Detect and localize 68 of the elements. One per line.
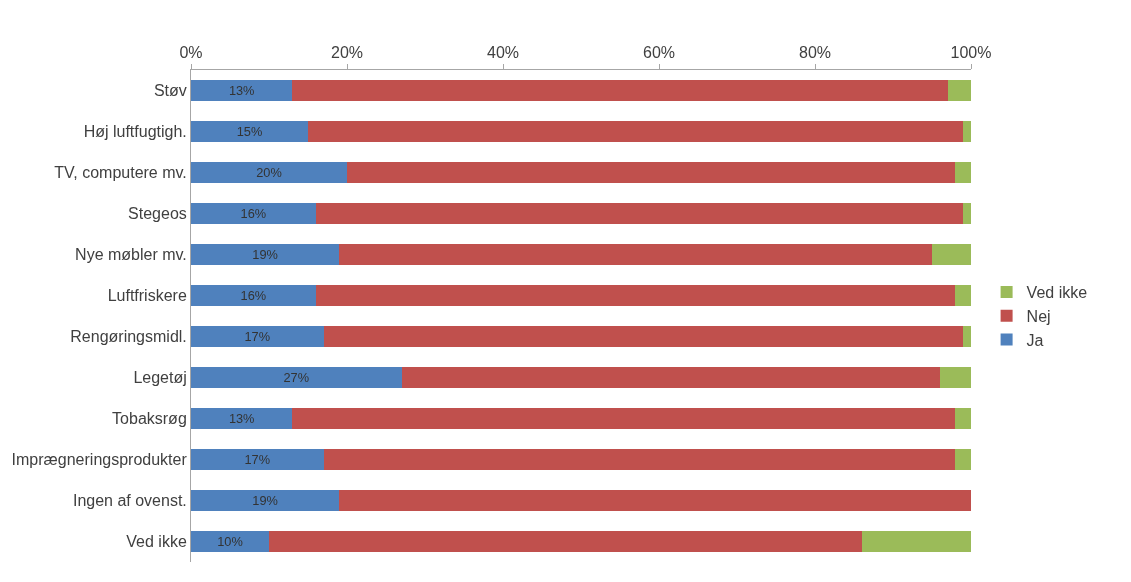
data-label: 13% xyxy=(228,411,255,427)
bar xyxy=(955,162,971,183)
bar xyxy=(947,80,971,101)
bar xyxy=(191,408,293,429)
data-label: 20% xyxy=(256,165,282,181)
bar xyxy=(955,449,971,470)
data-label: 13% xyxy=(228,83,255,99)
bar xyxy=(191,490,340,511)
data-label: 15% xyxy=(236,124,263,140)
x-tick-label: 20% xyxy=(330,43,364,61)
bar xyxy=(315,285,956,306)
y-tick-label: Støv xyxy=(153,82,187,100)
bar xyxy=(191,162,347,183)
bar xyxy=(191,326,324,347)
data-label: 27% xyxy=(283,370,310,386)
data-label: 19% xyxy=(252,493,278,509)
bar xyxy=(191,80,293,101)
bar xyxy=(191,244,340,265)
bar xyxy=(191,203,316,224)
legend-label: Ved ikke xyxy=(1026,284,1088,302)
y-tick-label: Stegeos xyxy=(128,205,187,223)
y-tick-label: Tobaksrøg xyxy=(112,410,187,428)
bar xyxy=(191,367,402,388)
data-label: 17% xyxy=(244,452,271,468)
data-label: 16% xyxy=(240,288,267,304)
bar xyxy=(955,408,971,429)
bar xyxy=(323,449,956,470)
y-tick-label: Luftfriskere xyxy=(107,287,187,305)
y-tick-label: Rengøringsmidl. xyxy=(70,328,187,346)
bar xyxy=(401,367,940,388)
bar xyxy=(323,326,964,347)
bar xyxy=(963,121,971,142)
data-label: 17% xyxy=(244,329,271,345)
bar xyxy=(308,121,964,142)
bar xyxy=(191,449,324,470)
bar xyxy=(939,367,971,388)
x-tick-label: 80% xyxy=(798,43,832,61)
bar xyxy=(191,285,316,306)
bar xyxy=(191,121,308,142)
data-label: 10% xyxy=(217,534,243,550)
y-tick-label: Legetøj xyxy=(133,369,187,387)
bar xyxy=(339,244,932,265)
bar xyxy=(861,531,971,552)
bar xyxy=(315,203,964,224)
legend-label: Nej xyxy=(1026,307,1051,325)
x-tick-label: 100% xyxy=(950,43,992,61)
bar xyxy=(191,531,269,552)
x-tick-label: 60% xyxy=(642,43,676,61)
y-tick-label: Ingen af ovenst. xyxy=(72,492,187,510)
bar xyxy=(269,531,862,552)
data-label: 19% xyxy=(252,247,278,263)
bar xyxy=(963,203,971,224)
y-tick-label: Ved ikke xyxy=(126,533,187,551)
bar xyxy=(347,162,956,183)
bar xyxy=(955,285,971,306)
bar xyxy=(292,408,956,429)
y-tick-label: Imprægneringsprodukter xyxy=(11,451,188,469)
bar xyxy=(963,326,971,347)
data-label: 16% xyxy=(240,206,267,222)
bar xyxy=(292,80,948,101)
bar xyxy=(932,244,971,265)
y-tick-label: TV, computere mv. xyxy=(54,164,187,182)
y-tick-label: Nye møbler mv. xyxy=(75,246,187,264)
x-tick-label: 0% xyxy=(179,43,203,61)
legend-label: Ja xyxy=(1026,331,1044,349)
y-tick-label: Høj luftfugtigh. xyxy=(83,123,187,141)
x-tick-label: 40% xyxy=(486,43,520,61)
bar xyxy=(339,490,971,511)
